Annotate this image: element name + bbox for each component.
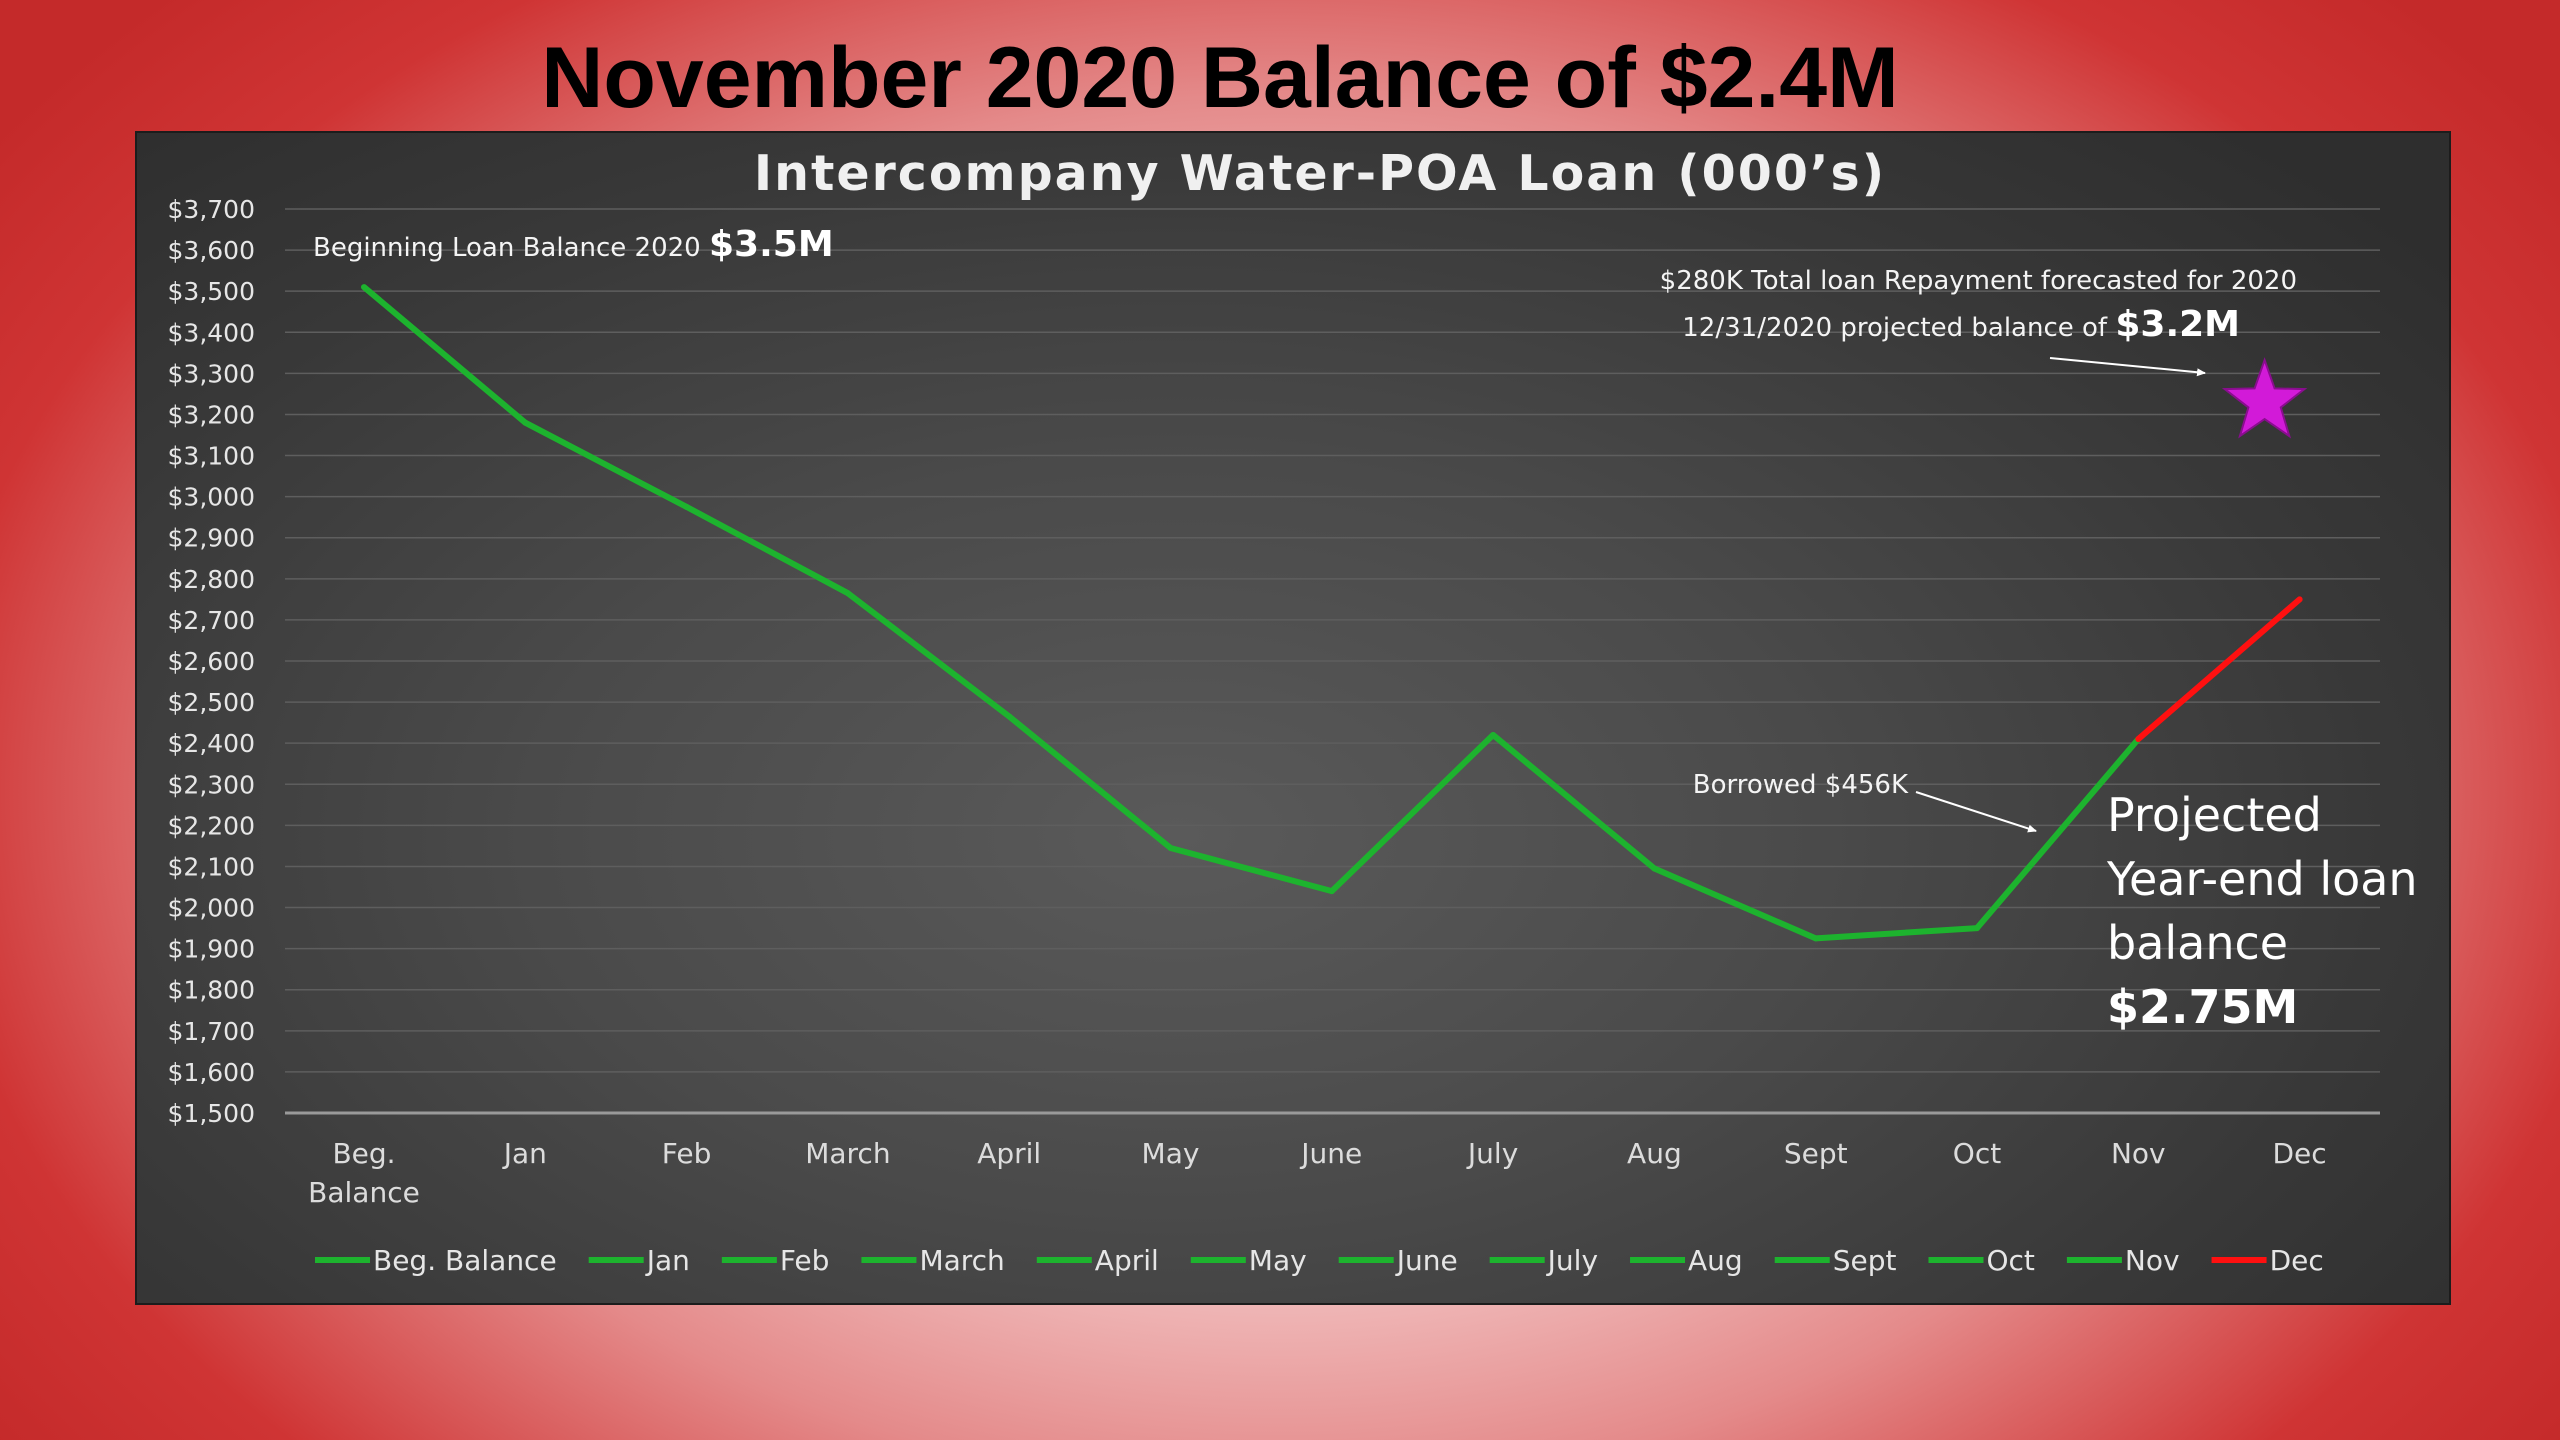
legend-item-nov: Nov (2066, 1244, 2180, 1277)
y-tick-label: $2,100 (168, 852, 255, 881)
legend-label: Nov (2125, 1244, 2180, 1277)
series-segment-march (683, 503, 851, 597)
y-tick-label: $2,200 (168, 811, 255, 840)
legend-label: Sept (1833, 1244, 1897, 1277)
y-tick-label: $3,500 (168, 277, 255, 306)
y-tick-label: $3,200 (168, 400, 255, 429)
annotation-beginning-prefix: Beginning Loan Balance 2020 (313, 233, 709, 263)
annotation-yearend-value: $2.75M (2107, 980, 2298, 1034)
annotation-yearend-line3: balance (2107, 916, 2288, 970)
series-segment-may (1006, 713, 1174, 851)
legend-item-beg-balance: Beg. Balance (315, 1244, 557, 1277)
x-tick-label: Beg. Balance (308, 1137, 420, 1209)
y-tick-label: $2,400 (168, 729, 255, 758)
y-tick-label: $1,800 (168, 976, 255, 1005)
y-tick-label: $1,900 (168, 935, 255, 964)
legend-item-june: June (1338, 1244, 1458, 1277)
legend-item-july: July (1489, 1244, 1598, 1277)
x-tick-label: Nov (2111, 1137, 2166, 1170)
x-tick-label: Jan (502, 1137, 547, 1170)
y-tick-label: $3,600 (168, 236, 255, 265)
chart-title: Intercompany Water-POA Loan (000’s) (754, 145, 1886, 202)
x-tick-label: March (805, 1137, 890, 1170)
y-tick-label: $2,500 (168, 688, 255, 717)
annotation-beginning-balance: Beginning Loan Balance 2020 $3.5M (313, 224, 834, 265)
x-tick-label: Oct (1953, 1137, 2001, 1170)
legend-item-march: March (861, 1244, 1005, 1277)
y-tick-label: $2,300 (168, 770, 255, 799)
series-segment-oct (1812, 925, 1980, 942)
x-tick-label: Aug (1627, 1137, 1682, 1170)
x-tick-label: Sept (1784, 1137, 1848, 1170)
series-segment-sept (1651, 865, 1819, 942)
annotation-beginning-value: $3.5M (709, 224, 834, 265)
x-tick-label: Feb (662, 1137, 712, 1170)
legend: Beg. Balance Jan Feb March April May June July A… (315, 1244, 2324, 1277)
x-tick-label: April (977, 1137, 1041, 1170)
series-segment-nov (1974, 736, 2142, 932)
series-segment-dec (2135, 596, 2303, 743)
legend-item-aug: Aug (1630, 1244, 1743, 1277)
x-tick-label: June (1299, 1137, 1362, 1170)
legend-item-may: May (1190, 1244, 1307, 1277)
legend-label: March (919, 1244, 1004, 1277)
annotation-borrowed: Borrowed $456K (1693, 770, 1909, 800)
y-tick-label: $1,500 (168, 1099, 255, 1128)
y-tick-label: $3,400 (168, 318, 255, 347)
legend-label: May (1249, 1244, 1307, 1277)
y-tick-label: $2,800 (168, 565, 255, 594)
legend-label: Beg. Balance (373, 1244, 557, 1277)
y-tick-label: $2,000 (168, 894, 255, 923)
annotation-yearend-line2: Year-end loan (2106, 852, 2418, 906)
y-tick-label: $3,000 (168, 483, 255, 512)
y-axis-ticks: $3,700 $3,600 $3,500 $3,400 $3,300 $3,200 $3,1… (168, 195, 255, 1128)
x-tick-label: Dec (2273, 1137, 2327, 1170)
borrowed-arrow (1915, 791, 2037, 833)
annotation-projected-value: $3.2M (2115, 304, 2240, 345)
legend-item-feb: Feb (721, 1244, 830, 1277)
gridlines (285, 208, 2380, 1115)
annotation-yearend-line1: Projected (2107, 788, 2322, 842)
projected-star-marker (2221, 357, 2308, 439)
annotation-projected-prefix: 12/31/2020 projected balance of (1682, 313, 2115, 343)
y-tick-label: $1,700 (168, 1017, 255, 1046)
legend-label: June (1395, 1244, 1458, 1277)
y-tick-label: $2,700 (168, 606, 255, 635)
legend-item-jan: Jan (588, 1244, 690, 1277)
series-segment-jan (361, 284, 529, 426)
legend-label: July (1546, 1244, 1598, 1277)
y-tick-label: $2,900 (168, 524, 255, 553)
legend-label: Jan (645, 1244, 690, 1277)
legend-item-april: April (1036, 1244, 1159, 1277)
legend-item-sept: Sept (1774, 1244, 1897, 1277)
x-tick-label: May (1142, 1137, 1200, 1170)
y-tick-label: $3,300 (168, 359, 255, 388)
y-tick-label: $2,600 (168, 647, 255, 676)
series-segment-july (1328, 731, 1497, 895)
legend-label: Oct (1986, 1244, 2034, 1277)
legend-label: Aug (1688, 1244, 1743, 1277)
annotation-repayment: $280K Total loan Repayment forecasted fo… (1660, 266, 2297, 296)
series-segment-april (844, 590, 1013, 720)
annotation-projected-balance: 12/31/2020 projected balance of $3.2M (1682, 304, 2240, 345)
y-tick-label: $3,100 (168, 442, 255, 471)
projected-arrow (2049, 357, 2206, 377)
series-lines (361, 284, 2303, 942)
y-tick-label: $1,600 (168, 1058, 255, 1087)
chart-panel (135, 131, 2451, 1305)
legend-item-oct: Oct (1928, 1244, 2035, 1277)
legend-label: Dec (2270, 1244, 2324, 1277)
series-segment-june (1167, 844, 1335, 895)
y-tick-label: $3,700 (168, 195, 255, 224)
legend-label: Feb (780, 1244, 830, 1277)
series-segment-feb (522, 419, 690, 510)
x-tick-label: July (1466, 1137, 1518, 1170)
series-segment-aug (1490, 731, 1658, 872)
legend-item-dec: Dec (2211, 1244, 2324, 1277)
legend-label: April (1095, 1244, 1159, 1277)
slide-title: November 2020 Balance of $2.4M (541, 30, 1899, 126)
x-axis-ticks: Beg. Balance Jan Feb March April May June July Au… (308, 1137, 2327, 1209)
